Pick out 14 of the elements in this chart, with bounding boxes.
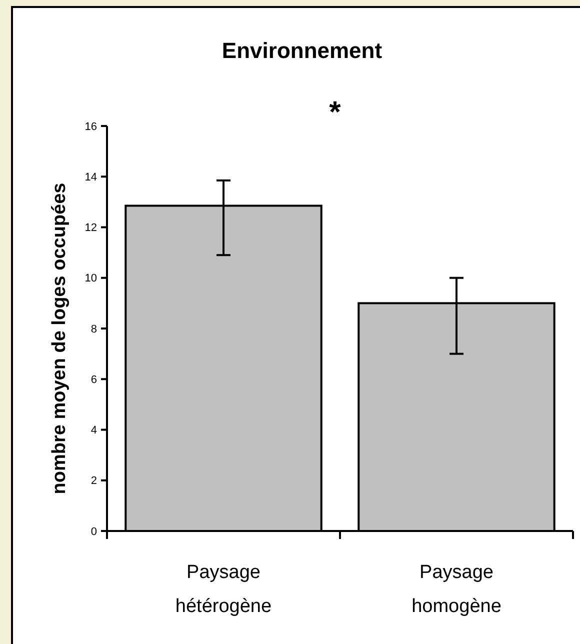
y-tick-label: 4 bbox=[90, 424, 97, 437]
chart-title: Environnement bbox=[222, 38, 383, 63]
y-axis-title: nombre moyen de loges occupées bbox=[49, 182, 70, 494]
y-tick-label: 0 bbox=[90, 526, 97, 538]
y-tick-label: 12 bbox=[84, 222, 97, 234]
y-tick-label: 8 bbox=[90, 323, 97, 336]
x-tick-label: Paysage homogène bbox=[412, 562, 502, 617]
y-tick-label: 14 bbox=[84, 171, 97, 184]
y-tick-label: 16 bbox=[84, 120, 97, 133]
annotation: * bbox=[329, 96, 342, 129]
y-tick-label: 6 bbox=[90, 374, 97, 386]
y-tick-label: 10 bbox=[84, 272, 97, 285]
x-tick-label: Paysage hétérogène bbox=[175, 562, 272, 617]
y-tick-label: 2 bbox=[90, 475, 97, 488]
